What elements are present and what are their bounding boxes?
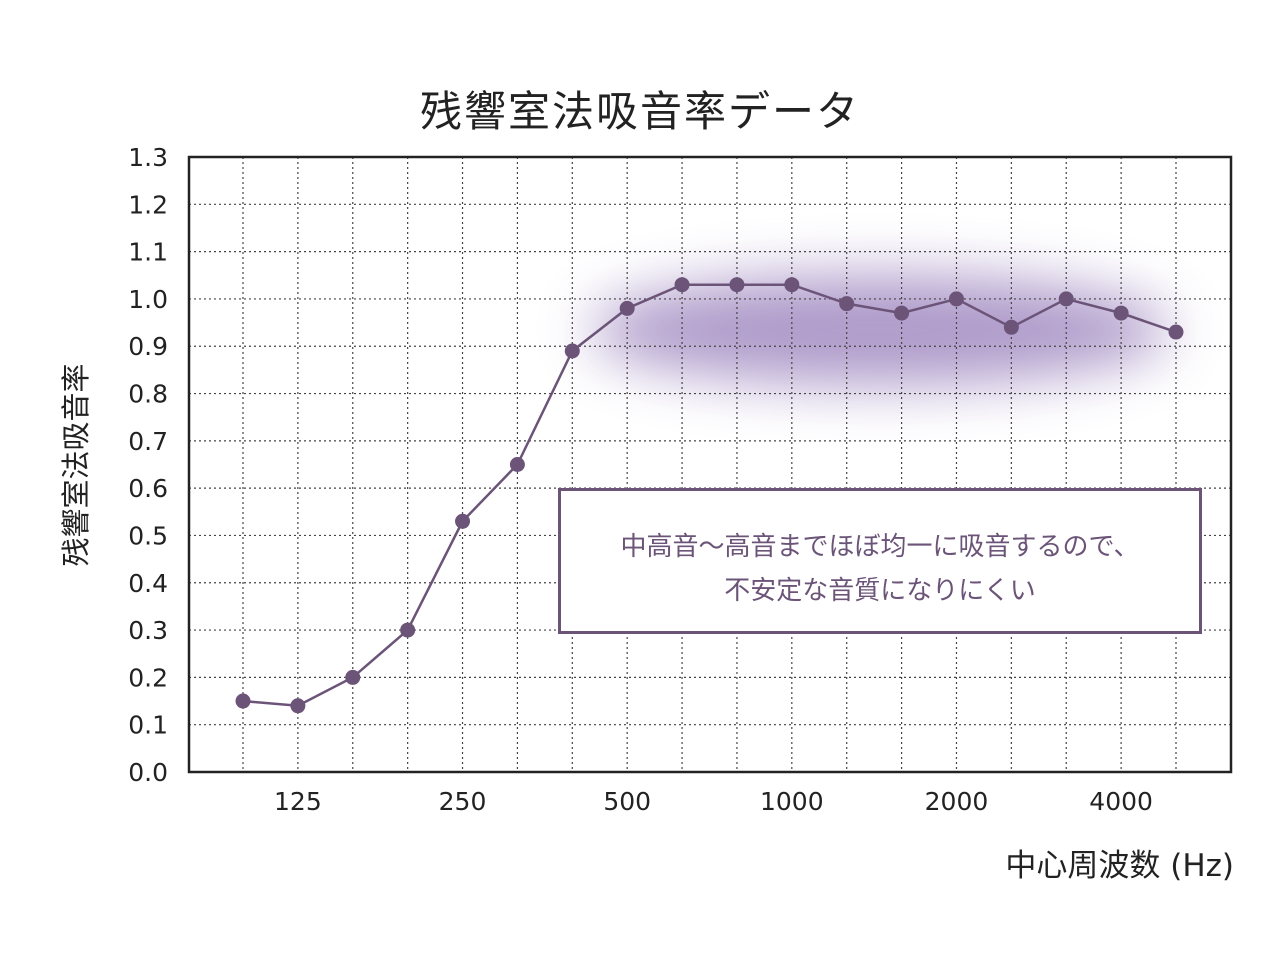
data-point — [400, 622, 416, 638]
data-point — [729, 277, 745, 293]
annotation-line-1: 中高音〜高音までほぼ均一に吸音するので、 — [620, 532, 1140, 562]
series-polyline — [242, 283, 1177, 708]
x-tick-label: 250 — [439, 787, 487, 816]
data-point — [509, 457, 525, 472]
y-tick-label: 0.6 — [128, 474, 168, 503]
x-tick-labels: 125 250 500 1000 2000 4000 — [274, 787, 1153, 816]
x-tick-label: 2000 — [925, 787, 989, 816]
y-tick-label: 1.2 — [128, 190, 168, 219]
plot-frame — [187, 155, 1233, 774]
grid — [189, 157, 1231, 772]
x-tick-label: 500 — [603, 787, 651, 816]
data-point — [1058, 291, 1074, 307]
data-point — [948, 291, 964, 307]
data-point — [1003, 319, 1019, 335]
y-tick-label: 0.2 — [128, 663, 168, 692]
y-tick-labels: 0.0 0.1 0.2 0.3 0.4 0.5 0.6 0.7 0.8 0.9 1.0 1.1 1.2 1… — [128, 143, 168, 787]
data-point — [290, 698, 306, 714]
annotation-line-2: 不安定な音質になりにくい — [724, 576, 1036, 606]
y-tick-label: 0.3 — [128, 616, 168, 645]
chart-title: 残響室法吸音率データ — [419, 87, 860, 136]
y-tick-label: 0.7 — [128, 427, 168, 456]
data-point — [784, 277, 800, 293]
y-tick-label: 1.3 — [128, 143, 168, 172]
data-point — [235, 693, 251, 709]
y-tick-label: 0.8 — [128, 380, 168, 409]
data-point — [674, 277, 690, 293]
data-point — [1168, 324, 1184, 340]
x-axis-label: 中心周波数 (Hz) — [1005, 848, 1234, 884]
x-tick-label: 125 — [274, 787, 322, 816]
x-tick-label: 1000 — [760, 787, 824, 816]
data-point — [619, 300, 635, 316]
data-point — [455, 513, 471, 529]
data-point — [894, 305, 910, 321]
data-point — [564, 343, 580, 359]
data-point — [1113, 305, 1129, 321]
annotation-callout: 中高音〜高音までほぼ均一に吸音するので、 不安定な音質になりにくい — [558, 488, 1202, 634]
y-tick-label: 1.0 — [128, 285, 168, 314]
y-axis-label: 残響室法吸音率 — [59, 363, 93, 567]
data-point — [839, 296, 855, 312]
highlight-glow — [590, 275, 1170, 385]
y-tick-label: 0.4 — [128, 569, 168, 598]
series-line — [235, 277, 1184, 714]
data-point — [345, 669, 361, 685]
y-tick-label: 0.5 — [128, 521, 168, 550]
y-tick-label: 0.9 — [128, 332, 168, 361]
y-tick-label: 0.1 — [128, 711, 168, 740]
y-tick-label: 1.1 — [128, 238, 168, 267]
x-tick-label: 4000 — [1089, 787, 1153, 816]
y-tick-label: 0.0 — [128, 758, 168, 787]
